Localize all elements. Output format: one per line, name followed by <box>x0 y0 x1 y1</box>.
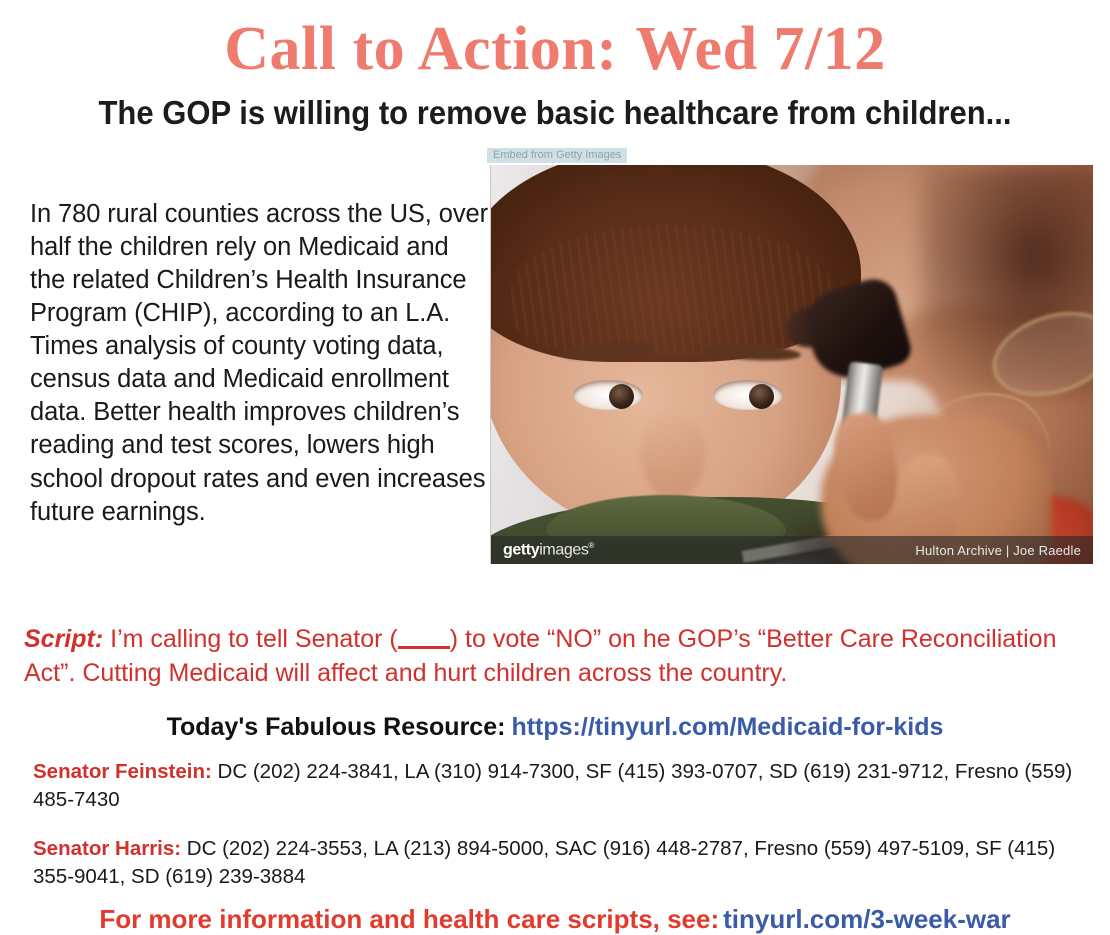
headline-title: Call to Action: <box>224 15 618 83</box>
resource-link[interactable]: https://tinyurl.com/Medicaid-for-kids <box>511 713 944 741</box>
page-title: Call to Action: Wed 7/12 <box>0 0 1110 80</box>
getty-logo: gettyimages® <box>503 541 594 559</box>
headline-date: Wed 7/12 <box>635 15 886 83</box>
child-pupil-right <box>749 384 774 409</box>
photo-embed: Embed from Getty Images <box>487 148 1093 564</box>
script-text-after-blank: ) to vote “NO” on he GOP’s “Better Care … <box>24 625 1057 687</box>
footer-link[interactable]: tinyurl.com/3-week-war <box>723 904 1011 934</box>
child-nose-shape <box>641 413 705 499</box>
senator-name: Senator Harris: <box>33 836 182 860</box>
getty-logo-light: images <box>539 541 589 559</box>
photo-credit: Hulton Archive | Joe Raedle <box>915 542 1081 558</box>
footer-text: For more information and health care scr… <box>99 904 720 934</box>
senator-name-blank <box>397 646 450 649</box>
script-label: Script: <box>24 625 104 653</box>
child-hair-strands <box>511 225 831 355</box>
senator-contact-row: Senator Feinstein: DC (202) 224-3841, LA… <box>33 758 1088 815</box>
photo-shadow-right <box>921 165 1093 395</box>
child-pupil-left <box>609 384 634 409</box>
senator-name: Senator Feinstein: <box>33 759 212 783</box>
script-text-before-blank: I’m calling to tell Senator ( <box>103 625 398 653</box>
senator-phone-numbers: DC (202) 224-3841, LA (310) 914-7300, SF… <box>33 759 1073 811</box>
senator-phone-numbers: DC (202) 224-3553, LA (213) 894-5000, SA… <box>33 836 1056 888</box>
article-paragraph: In 780 rural counties across the US, ove… <box>30 199 488 526</box>
photo-image: gettyimages® Hulton Archive | Joe Raedle <box>490 165 1093 564</box>
subheading: The GOP is willing to remove basic healt… <box>98 94 1012 131</box>
registered-mark-icon: ® <box>588 540 594 550</box>
resource-line: Today's Fabulous Resource: https://tinyur… <box>0 713 1110 742</box>
call-script: Script: I’m calling to tell Senator () t… <box>24 623 1092 691</box>
senator-contact-row: Senator Harris: DC (202) 224-3553, LA (2… <box>33 835 1088 892</box>
content-row: In 780 rural counties across the US, ove… <box>0 148 1110 575</box>
getty-watermark-bar: gettyimages® Hulton Archive | Joe Raedle <box>491 536 1093 564</box>
getty-logo-bold: getty <box>503 541 540 559</box>
embed-source-label: Embed from Getty Images <box>487 148 628 163</box>
footer-line: For more information and health care scr… <box>0 904 1110 935</box>
resource-label: Today's Fabulous Resource: <box>166 713 506 741</box>
